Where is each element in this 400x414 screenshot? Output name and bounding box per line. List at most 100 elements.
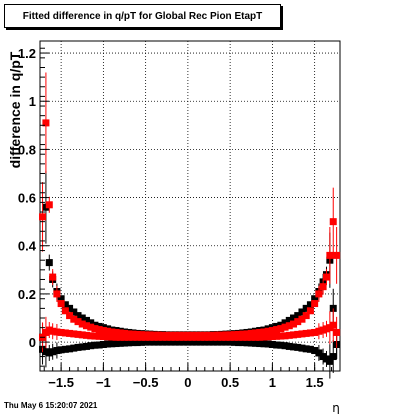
data-point xyxy=(213,338,221,346)
data-point xyxy=(205,338,213,346)
data-point xyxy=(104,333,112,341)
data-point xyxy=(175,333,183,341)
data-point xyxy=(116,329,124,337)
data-point xyxy=(137,338,145,346)
data-point xyxy=(264,327,272,335)
data-point xyxy=(281,319,289,327)
data-point xyxy=(326,251,334,259)
data-point xyxy=(264,340,272,348)
data-point xyxy=(104,340,112,348)
data-point xyxy=(329,321,337,329)
data-point xyxy=(298,330,306,338)
data-point xyxy=(268,341,276,349)
data-point xyxy=(82,331,90,339)
data-point xyxy=(108,340,116,348)
data-point xyxy=(226,333,234,341)
data-point xyxy=(277,341,285,349)
data-point xyxy=(230,338,238,346)
data-point xyxy=(322,273,330,281)
data-point xyxy=(74,343,82,351)
data-point xyxy=(104,327,112,335)
data-point xyxy=(264,333,272,341)
data-point xyxy=(121,339,129,347)
data-point xyxy=(243,333,251,341)
data-point xyxy=(49,273,57,281)
data-point xyxy=(239,333,247,341)
data-point xyxy=(146,338,154,346)
data-point xyxy=(87,323,95,331)
data-point xyxy=(306,345,314,353)
data-point xyxy=(315,349,323,357)
x-tick-label: 0 xyxy=(184,375,191,390)
series-layer xyxy=(39,72,341,379)
data-point xyxy=(95,326,103,334)
data-point xyxy=(213,333,221,341)
data-point xyxy=(159,333,167,341)
data-point xyxy=(235,339,243,347)
data-point xyxy=(74,330,82,338)
data-point xyxy=(146,333,154,341)
data-point xyxy=(53,347,61,355)
data-point xyxy=(70,308,78,316)
data-point xyxy=(326,357,334,365)
data-point xyxy=(218,333,226,341)
data-point xyxy=(57,300,65,308)
data-point xyxy=(159,338,167,346)
data-point xyxy=(184,333,192,341)
data-point xyxy=(298,344,306,352)
data-point xyxy=(61,307,69,315)
data-point xyxy=(95,332,103,340)
data-point xyxy=(273,341,281,349)
data-point xyxy=(78,320,86,328)
data-point xyxy=(133,339,141,347)
data-point xyxy=(150,338,158,346)
data-point xyxy=(247,333,255,341)
y-tick-label: 0.8 xyxy=(18,142,36,157)
plot-axes: −1.5 −1 −0.5 0 0.5 1 1.5 0 0.2 0.4 0.6 0.8 1 1.2 xyxy=(18,46,333,390)
data-point xyxy=(49,327,57,335)
data-point xyxy=(87,319,95,327)
data-point xyxy=(256,333,264,341)
data-point xyxy=(201,333,209,341)
data-point xyxy=(87,332,95,340)
data-point xyxy=(251,329,259,337)
data-point xyxy=(256,340,264,348)
data-point xyxy=(209,333,217,341)
data-point xyxy=(66,304,74,312)
data-point xyxy=(285,342,293,350)
data-point xyxy=(294,318,302,326)
data-point xyxy=(125,333,133,341)
data-point xyxy=(281,323,289,331)
data-point xyxy=(45,201,53,209)
data-point xyxy=(251,339,259,347)
data-point xyxy=(247,329,255,337)
data-point xyxy=(66,345,74,353)
data-point xyxy=(49,348,57,356)
data-point xyxy=(180,338,188,346)
data-point xyxy=(290,331,298,339)
data-point xyxy=(251,333,259,341)
data-point xyxy=(142,338,150,346)
data-point xyxy=(57,328,65,336)
data-point xyxy=(82,322,90,330)
data-point xyxy=(74,312,82,320)
data-point xyxy=(302,345,310,353)
data-point xyxy=(121,333,129,341)
data-point xyxy=(302,329,310,337)
data-point xyxy=(133,333,141,341)
data-point xyxy=(61,329,69,337)
data-point xyxy=(70,344,78,352)
data-point xyxy=(61,345,69,353)
data-point xyxy=(150,333,158,341)
data-point xyxy=(154,333,162,341)
data-point xyxy=(311,300,319,308)
data-point xyxy=(306,307,314,315)
data-point xyxy=(268,333,276,341)
data-point xyxy=(61,301,69,309)
data-point xyxy=(167,333,175,341)
data-point xyxy=(188,333,196,341)
data-point xyxy=(290,343,298,351)
x-tick-label: 0.5 xyxy=(221,375,239,390)
data-point xyxy=(70,315,78,323)
data-point xyxy=(188,338,196,346)
